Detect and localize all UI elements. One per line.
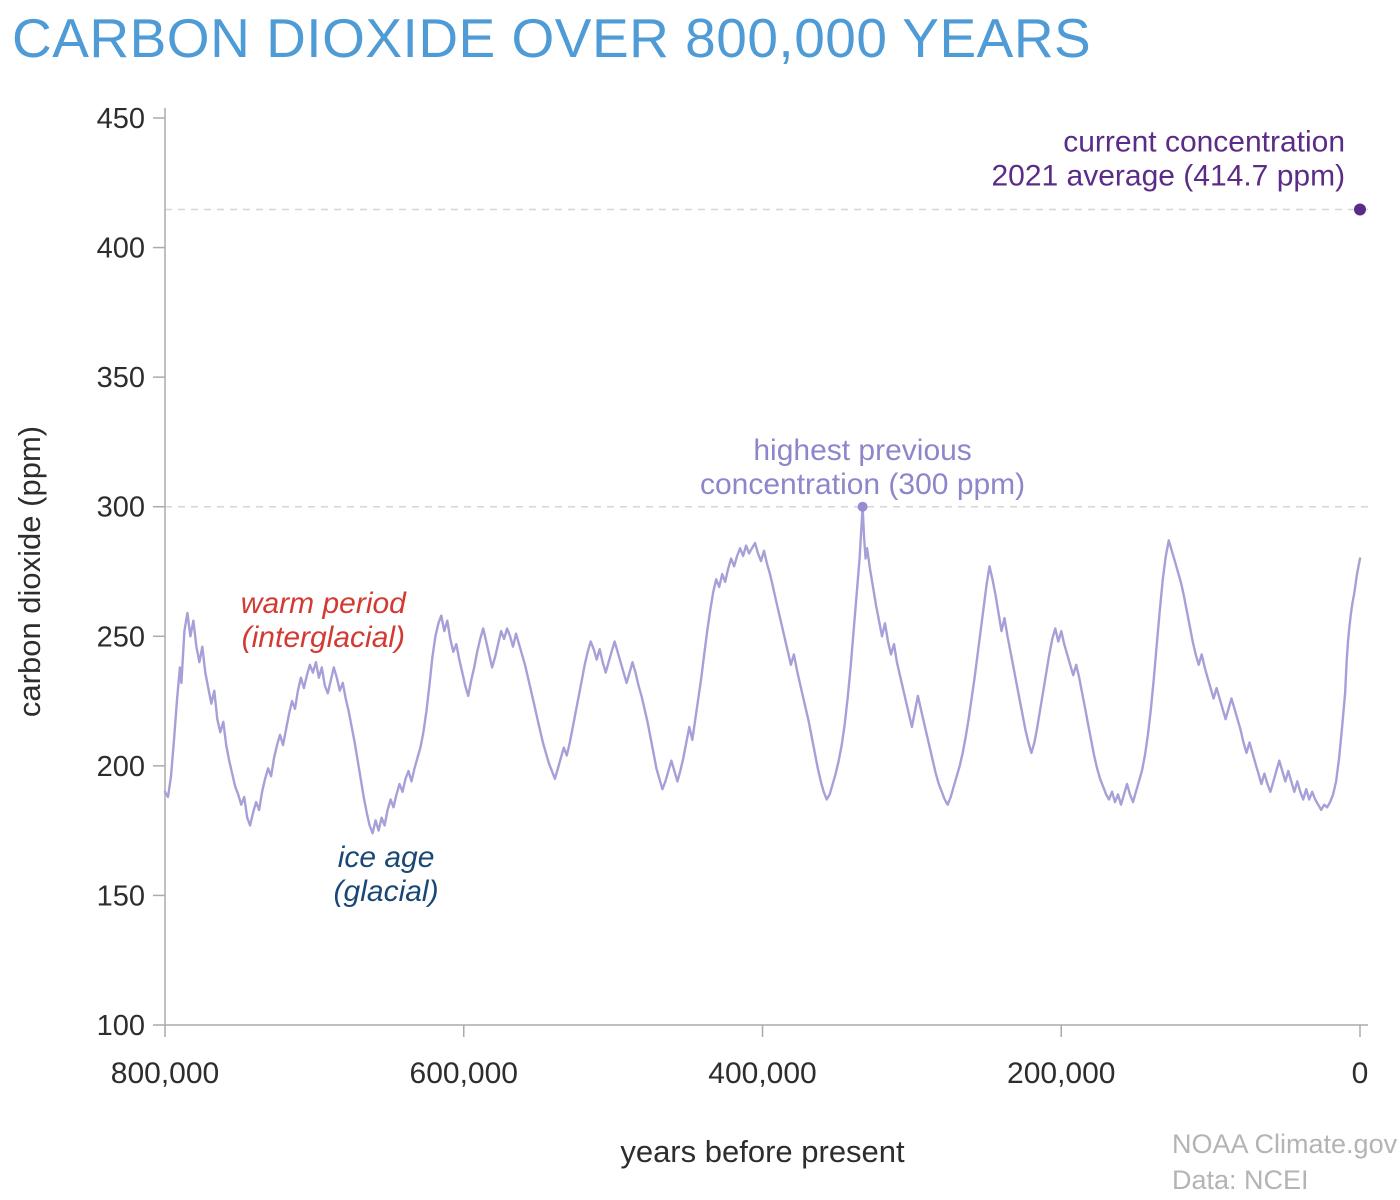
x-tick-label: 400,000 xyxy=(708,1057,816,1090)
current-concentration-label-line1: current concentration xyxy=(1063,126,1345,159)
co2-series-line xyxy=(163,505,1362,835)
ice-age-label-line1: ice age xyxy=(338,841,435,874)
y-tick-label: 100 xyxy=(97,1010,145,1042)
source-credit-line1: NOAA Climate.gov xyxy=(1172,1129,1398,1159)
source-credit-line2: Data: NCEI xyxy=(1172,1165,1309,1195)
y-tick-label: 250 xyxy=(97,621,145,653)
current-concentration-label-line2: 2021 average (414.7 ppm) xyxy=(991,160,1345,193)
x-tick-label: 600,000 xyxy=(410,1057,518,1090)
current-concentration-label: current concentration 2021 average (414.7… xyxy=(991,126,1345,193)
x-tick-label: 200,000 xyxy=(1007,1057,1115,1090)
x-tick-label: 800,000 xyxy=(111,1057,219,1090)
warm-period-label-line1: warm period xyxy=(241,587,407,620)
ice-age-label-line2: (glacial) xyxy=(334,875,439,908)
highest-previous-label-line1: highest previous xyxy=(753,434,971,467)
page-title: CARBON DIOXIDE OVER 800,000 YEARS xyxy=(12,7,1092,69)
y-tick-label: 150 xyxy=(97,880,145,912)
highest-previous-dot xyxy=(857,501,868,512)
current-concentration-dot xyxy=(1354,203,1366,216)
warm-period-label-line2: (interglacial) xyxy=(242,621,405,654)
ice-age-label: ice age (glacial) xyxy=(334,841,439,908)
y-tick-label: 400 xyxy=(97,233,145,265)
y-axis-label: carbon dioxide (ppm) xyxy=(12,426,47,717)
highest-previous-label: highest previous concentration (300 ppm) xyxy=(700,434,1025,501)
y-tick-label: 450 xyxy=(97,103,145,135)
warm-period-label: warm period (interglacial) xyxy=(241,587,407,654)
y-tick-label: 350 xyxy=(97,362,145,394)
highest-previous-label-line2: concentration (300 ppm) xyxy=(700,468,1025,501)
y-tick-label: 200 xyxy=(97,751,145,783)
y-tick-label: 300 xyxy=(97,492,145,524)
x-tick-label: 0 xyxy=(1352,1057,1369,1090)
x-axis-label: years before present xyxy=(620,1134,905,1169)
source-credit: NOAA Climate.gov Data: NCEI xyxy=(1172,1126,1397,1198)
